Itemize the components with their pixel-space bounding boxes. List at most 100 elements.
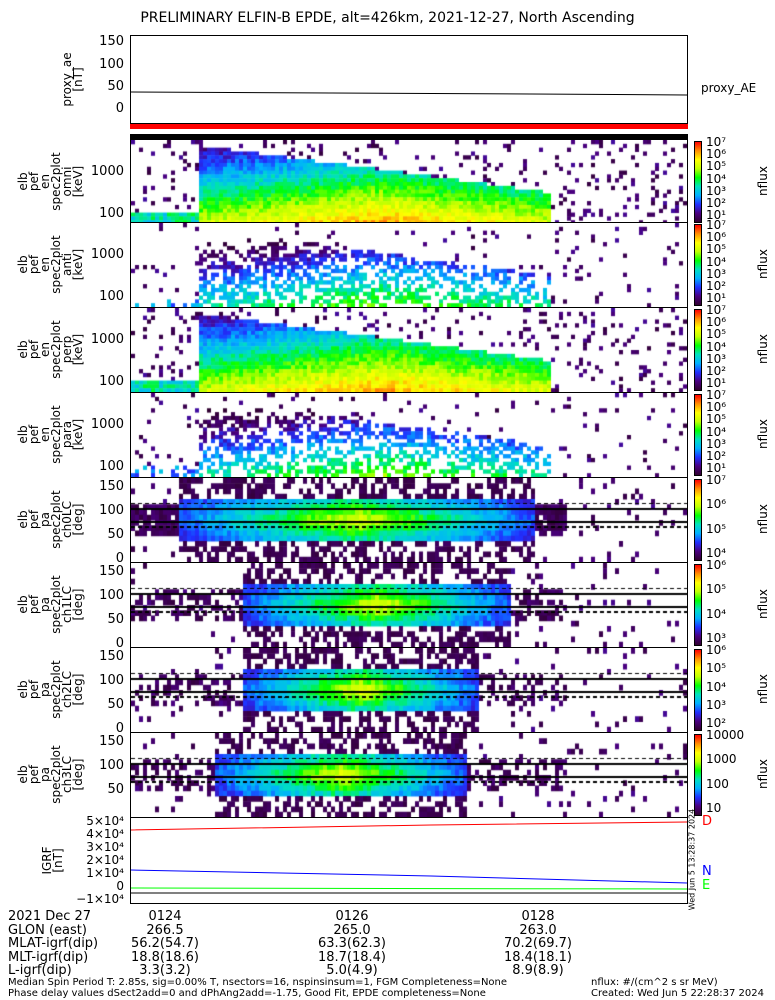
spectrogram-panel	[130, 647, 688, 733]
time-table-value: 70.2(69.7)	[503, 936, 573, 951]
y-axis-label-line: [nT]	[50, 847, 65, 873]
y-tick-label: 100	[99, 673, 124, 688]
y-tick-label: 1000	[90, 164, 124, 179]
spectrogram-canvas	[131, 140, 687, 224]
y-tick-label: 100	[99, 206, 124, 221]
colorbar	[694, 479, 702, 561]
colorbar-tick-label: 10²	[706, 278, 727, 293]
y-tick-label: 100	[99, 459, 124, 474]
y-tick-label: 2×10⁴	[86, 853, 124, 867]
y-tick-label: 50	[107, 79, 124, 94]
y-axis-label-line: [keV]	[70, 333, 85, 365]
colorbar-tick-label: 10²	[706, 195, 727, 210]
colorbar	[694, 394, 702, 476]
footer-line-2: Phase delay values dSect2add=0 and dPhAn…	[8, 988, 486, 999]
colorbar-tick-label: 10000	[706, 728, 745, 742]
y-axis-label-line: [deg]	[70, 503, 85, 535]
colorbar-tick-label: 10³	[706, 697, 727, 712]
y-axis-label-line: [keV]	[70, 248, 85, 280]
colorbar-tick-label: 10⁵	[706, 582, 727, 597]
colorbar-tick-label: 10⁵	[706, 661, 727, 676]
y-axis-label-line: [keV]	[70, 418, 85, 450]
colorbar-tick-label: 10⁴	[706, 679, 727, 694]
igrf-legend-D: D	[702, 814, 713, 829]
colorbar-tick-label: 10²	[706, 716, 727, 730]
colorbar-tick-label: 1000	[706, 752, 737, 767]
colorbar-tick-label: 10³	[706, 436, 727, 451]
y-tick-label: 1000	[90, 417, 124, 432]
colorbar-tick-label: 10¹	[706, 208, 727, 222]
y-tick-label: 0	[116, 879, 124, 893]
colorbar-tick-label: 10⁶	[706, 497, 727, 512]
colorbar-tick-label: 10	[706, 801, 722, 815]
y-tick-label: 50	[107, 782, 124, 797]
y-tick-label: 100	[99, 289, 124, 304]
time-table-value: 0128	[521, 909, 555, 924]
spectrogram-panel	[130, 477, 688, 563]
colorbar-tick-label: 10³	[706, 183, 727, 198]
colorbar-tick-label: 10¹	[706, 461, 727, 475]
colorbar-tick-label: 10¹	[706, 376, 727, 390]
colorbar	[694, 141, 702, 223]
spectrogram-panel	[130, 307, 688, 393]
proxy-ae-line	[130, 91, 688, 96]
y-tick-label: 0	[115, 636, 124, 651]
colorbar-tick-label: 10⁵	[706, 412, 727, 427]
colorbar-tick-label: 100	[706, 776, 729, 791]
colorbar	[694, 224, 702, 306]
colorbar-tick-label: 10⁵	[706, 159, 727, 174]
black-status-bar	[130, 134, 688, 139]
spectrogram-panel	[130, 139, 688, 225]
time-table-row-label: MLT-igrf(dip)	[8, 949, 89, 965]
y-axis-label-line: [deg]	[70, 758, 85, 790]
colorbar-tick-label: 10¹	[706, 291, 727, 305]
y-tick-label: 5×10⁴	[86, 814, 124, 828]
spectrogram-panel	[130, 222, 688, 308]
timestamp-stamp: Wed Jun 5 13:28:37 2024	[687, 808, 697, 911]
colorbar-tick-label: 10⁵	[706, 242, 727, 257]
colorbar-unit-label: nflux	[755, 588, 770, 619]
y-tick-label: 0	[115, 101, 124, 116]
spectrogram-canvas	[131, 308, 687, 392]
colorbar-unit-label: nflux	[755, 673, 770, 704]
time-table-value: 18.4(18.1)	[503, 949, 573, 965]
colorbar-tick-label: 10⁵	[706, 327, 727, 342]
colorbar-tick-label: 10²	[706, 448, 727, 463]
spectrogram-canvas	[131, 478, 687, 562]
y-tick-label: 100	[99, 57, 124, 72]
y-tick-label: 0	[115, 551, 124, 566]
colorbar-tick-label: 10³	[706, 266, 727, 281]
colorbar-unit-label: nflux	[755, 418, 770, 449]
colorbar-tick-label: 10⁶	[706, 400, 727, 415]
time-table-row-label: 2021 Dec 27	[8, 909, 92, 924]
y-axis-label-line: [deg]	[70, 673, 85, 705]
y-tick-label: 100	[99, 758, 124, 773]
colorbar-tick-label: 10⁵	[706, 521, 727, 536]
time-table-value: 56.2(54.7)	[130, 936, 200, 951]
time-table-value: 8.9(8.9)	[512, 963, 564, 978]
time-table-value: 18.8(18.6)	[130, 949, 200, 965]
colorbar-tick-label: 10⁷	[706, 218, 727, 232]
spectrogram-canvas	[131, 393, 687, 477]
y-tick-label: 3×10⁴	[86, 840, 124, 854]
y-tick-label: 1×10⁴	[86, 866, 124, 880]
y-tick-label: 50	[107, 527, 124, 542]
igrf-panel	[130, 817, 688, 904]
y-axis-label-line: [nT]	[70, 66, 85, 92]
time-table-row-label: L-igrf(dip)	[8, 963, 72, 978]
y-tick-label: 150	[99, 649, 124, 664]
time-table-value: 3.3(3.2)	[139, 963, 191, 978]
colorbar-unit-label: nflux	[755, 333, 770, 364]
spectrogram-panel	[130, 732, 688, 818]
colorbar-unit-label: nflux	[755, 248, 770, 279]
time-table-value: 266.5	[146, 922, 184, 938]
colorbar-tick-label: 10⁷	[706, 303, 727, 317]
colorbar-tick-label: 10⁷	[706, 135, 727, 149]
colorbar-tick-label: 10⁶	[706, 147, 727, 162]
footer-line-1: Median Spin Period T: 2.85s, sig=0.00% T…	[8, 977, 508, 988]
y-tick-label: 150	[99, 479, 124, 494]
colorbar-tick-label: 10⁶	[706, 643, 727, 657]
spectrogram-panel	[130, 562, 688, 648]
y-tick-label: 100	[99, 374, 124, 389]
colorbar-unit-label: nflux	[755, 758, 770, 789]
